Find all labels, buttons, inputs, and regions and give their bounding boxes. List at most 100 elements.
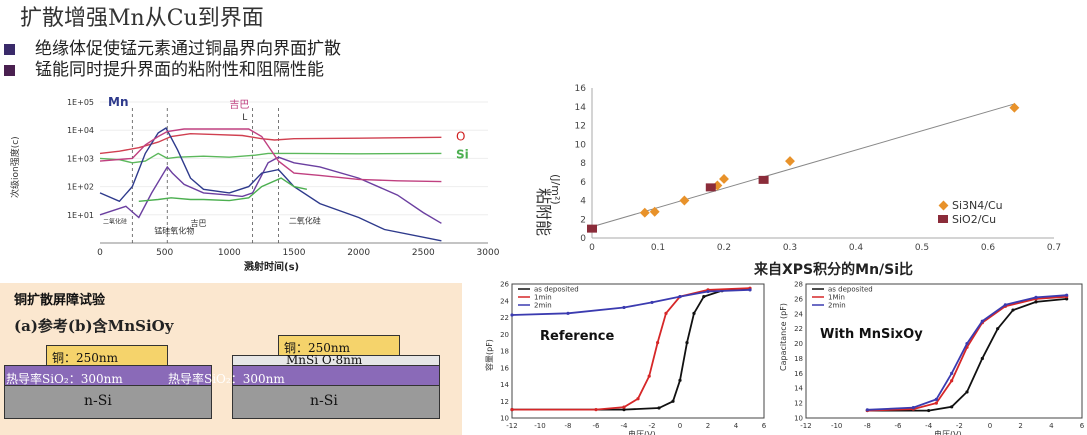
x-tick-label: 4	[734, 422, 739, 430]
y-axis-unit: (J/m²)	[549, 174, 562, 205]
cv-point-2	[650, 300, 654, 305]
annotation: L	[242, 113, 247, 123]
experiment-title: 铜扩散屏障试验	[14, 293, 106, 308]
x-axis-title: 电压(V)	[934, 429, 962, 435]
y-tick-label: 22	[500, 314, 509, 322]
annotation: 吉巴	[191, 219, 207, 228]
diffusion-barrier-experiment: 铜扩散屏障试验 (a)参考(b)含MnSiOy 铜：250nm 热导率SiO₂：…	[0, 283, 462, 435]
series-line-5	[138, 177, 308, 202]
plot-frame	[805, 283, 1083, 419]
x-tick-label: 0.3	[783, 243, 797, 253]
legend-label-sio2: SiO2/Cu	[952, 213, 996, 226]
y-axis-title: 次级ion强度(c)	[9, 136, 21, 198]
bullet-1: 绝缘体促使锰元素通过铜晶界向界面扩散	[4, 34, 341, 59]
series-line-4	[99, 128, 442, 183]
cv-point-2	[965, 341, 969, 346]
legend-label-0: as deposited	[828, 286, 873, 294]
x-tick-label: 3000	[477, 248, 500, 258]
y-tick-label: 12	[794, 400, 803, 408]
cv-curve-0	[512, 288, 751, 411]
data-point-si3n4cu	[679, 195, 690, 206]
cv-point-0	[980, 356, 984, 361]
adhesion-chart: 0 0.1 0.2 0.3 0.4 0.5 0.6 0.7 0 2 4 6 8 10 12 14 16 Si3N4…	[534, 84, 1061, 278]
cv-point-0	[678, 378, 682, 382]
cv-point-0	[1011, 308, 1015, 312]
y-tick-label: 26	[794, 295, 803, 303]
cv-point-1	[622, 405, 626, 409]
annotation: 锰硅氧化物	[154, 225, 194, 235]
slide-title: 扩散增强Mn从Cu到界面	[20, 6, 264, 31]
y-tick-label: 10	[500, 415, 509, 423]
x-axis-title: 来自XPS积分的Mn/Si比	[753, 261, 913, 278]
data-point-sio2cu	[587, 224, 597, 233]
annotation: 二氧化硅	[289, 215, 321, 225]
x-tick-label: 0	[97, 248, 103, 258]
y-tick-label: 16	[575, 84, 587, 94]
cv-point-2	[622, 305, 626, 310]
y-tick-label: 14	[794, 385, 803, 393]
panel-label: With MnSixOy	[820, 327, 923, 342]
data-point-sio2cu	[705, 183, 716, 192]
plot-frame	[511, 283, 765, 419]
cv-point-0	[685, 341, 689, 345]
cv-point-2	[1034, 295, 1038, 299]
x-tick-label: 0	[678, 422, 682, 430]
y-tick-label: 10	[794, 415, 803, 423]
x-tick-label: 1500	[283, 248, 306, 258]
cv-point-2	[1065, 293, 1069, 297]
y-tick-label: 18	[794, 355, 803, 363]
panel-label: Reference	[540, 329, 614, 344]
cv-point-0	[927, 408, 931, 413]
cv-point-2	[934, 397, 938, 401]
cv-point-2	[510, 313, 514, 317]
x-axis-title: 电压(V)	[628, 429, 656, 435]
cv-point-1	[647, 374, 651, 378]
data-point-sio2cu	[758, 175, 769, 184]
y-tick-label: 18	[500, 348, 509, 356]
fit-line	[591, 103, 1015, 228]
bullet-2-text: 锰能同时提升界面的粘附性和阻隔性能	[35, 60, 324, 80]
x-tick-label: -2	[956, 422, 963, 430]
data-point-si3n4cu	[785, 156, 795, 167]
x-tick-label: 500	[156, 248, 173, 258]
stack-b-si-label: n-Si	[310, 393, 338, 409]
cv-point-2	[566, 311, 570, 315]
y-tick-label: 12	[575, 122, 586, 132]
bullet-square-icon	[4, 64, 15, 76]
y-tick-label: 24	[794, 310, 803, 318]
x-tick-label: 0.2	[717, 243, 731, 253]
x-tick-label: 0.4	[849, 243, 864, 253]
y-tick-label: 14	[575, 103, 587, 113]
y-tick-label: 10	[575, 140, 587, 150]
cv-point-2	[1003, 303, 1007, 307]
cv-point-2	[950, 371, 954, 375]
series-line-2	[99, 156, 442, 224]
cv-mnsixoy-chart: -12 -10 -8 -6 -4 -2 0 2 4 610121416182022242628as…	[770, 278, 1087, 435]
x-tick-label: 0.6	[981, 243, 996, 253]
legend-label-1: 1Min	[828, 294, 845, 302]
bullet-2: 锰能同时提升界面的粘附性和阻隔性能	[4, 55, 324, 80]
experiment-subtitle: (a)参考(b)含MnSiOy	[14, 317, 174, 335]
y-tick-label: 26	[500, 281, 509, 289]
x-tick-label: 0	[988, 422, 992, 430]
legend-label-1: 1min	[534, 294, 552, 302]
cv-point-2	[911, 405, 915, 410]
y-tick-label: 16	[500, 364, 509, 372]
y-tick-label: 0	[580, 234, 586, 244]
x-tick-label: -6	[895, 422, 903, 430]
x-tick-label: -2	[649, 422, 656, 430]
y-tick-label: 1E+05	[67, 98, 94, 107]
x-tick-label: 6	[762, 422, 767, 430]
cv-point-2	[748, 288, 752, 292]
y-tick-label: 12	[500, 398, 509, 406]
y-tick-label: 1E+01	[67, 211, 94, 220]
x-tick-label: 2500	[412, 248, 435, 258]
cv-point-0	[950, 405, 954, 409]
x-tick-label: 6	[1080, 422, 1085, 430]
annotation: 二氧化硅	[103, 217, 127, 225]
stack-a-si-layer	[4, 385, 212, 419]
cv-point-1	[950, 379, 954, 383]
stack-b-mnsio-label: MnSi O·8nm	[286, 353, 363, 367]
legend-marker-sio2	[938, 215, 948, 223]
